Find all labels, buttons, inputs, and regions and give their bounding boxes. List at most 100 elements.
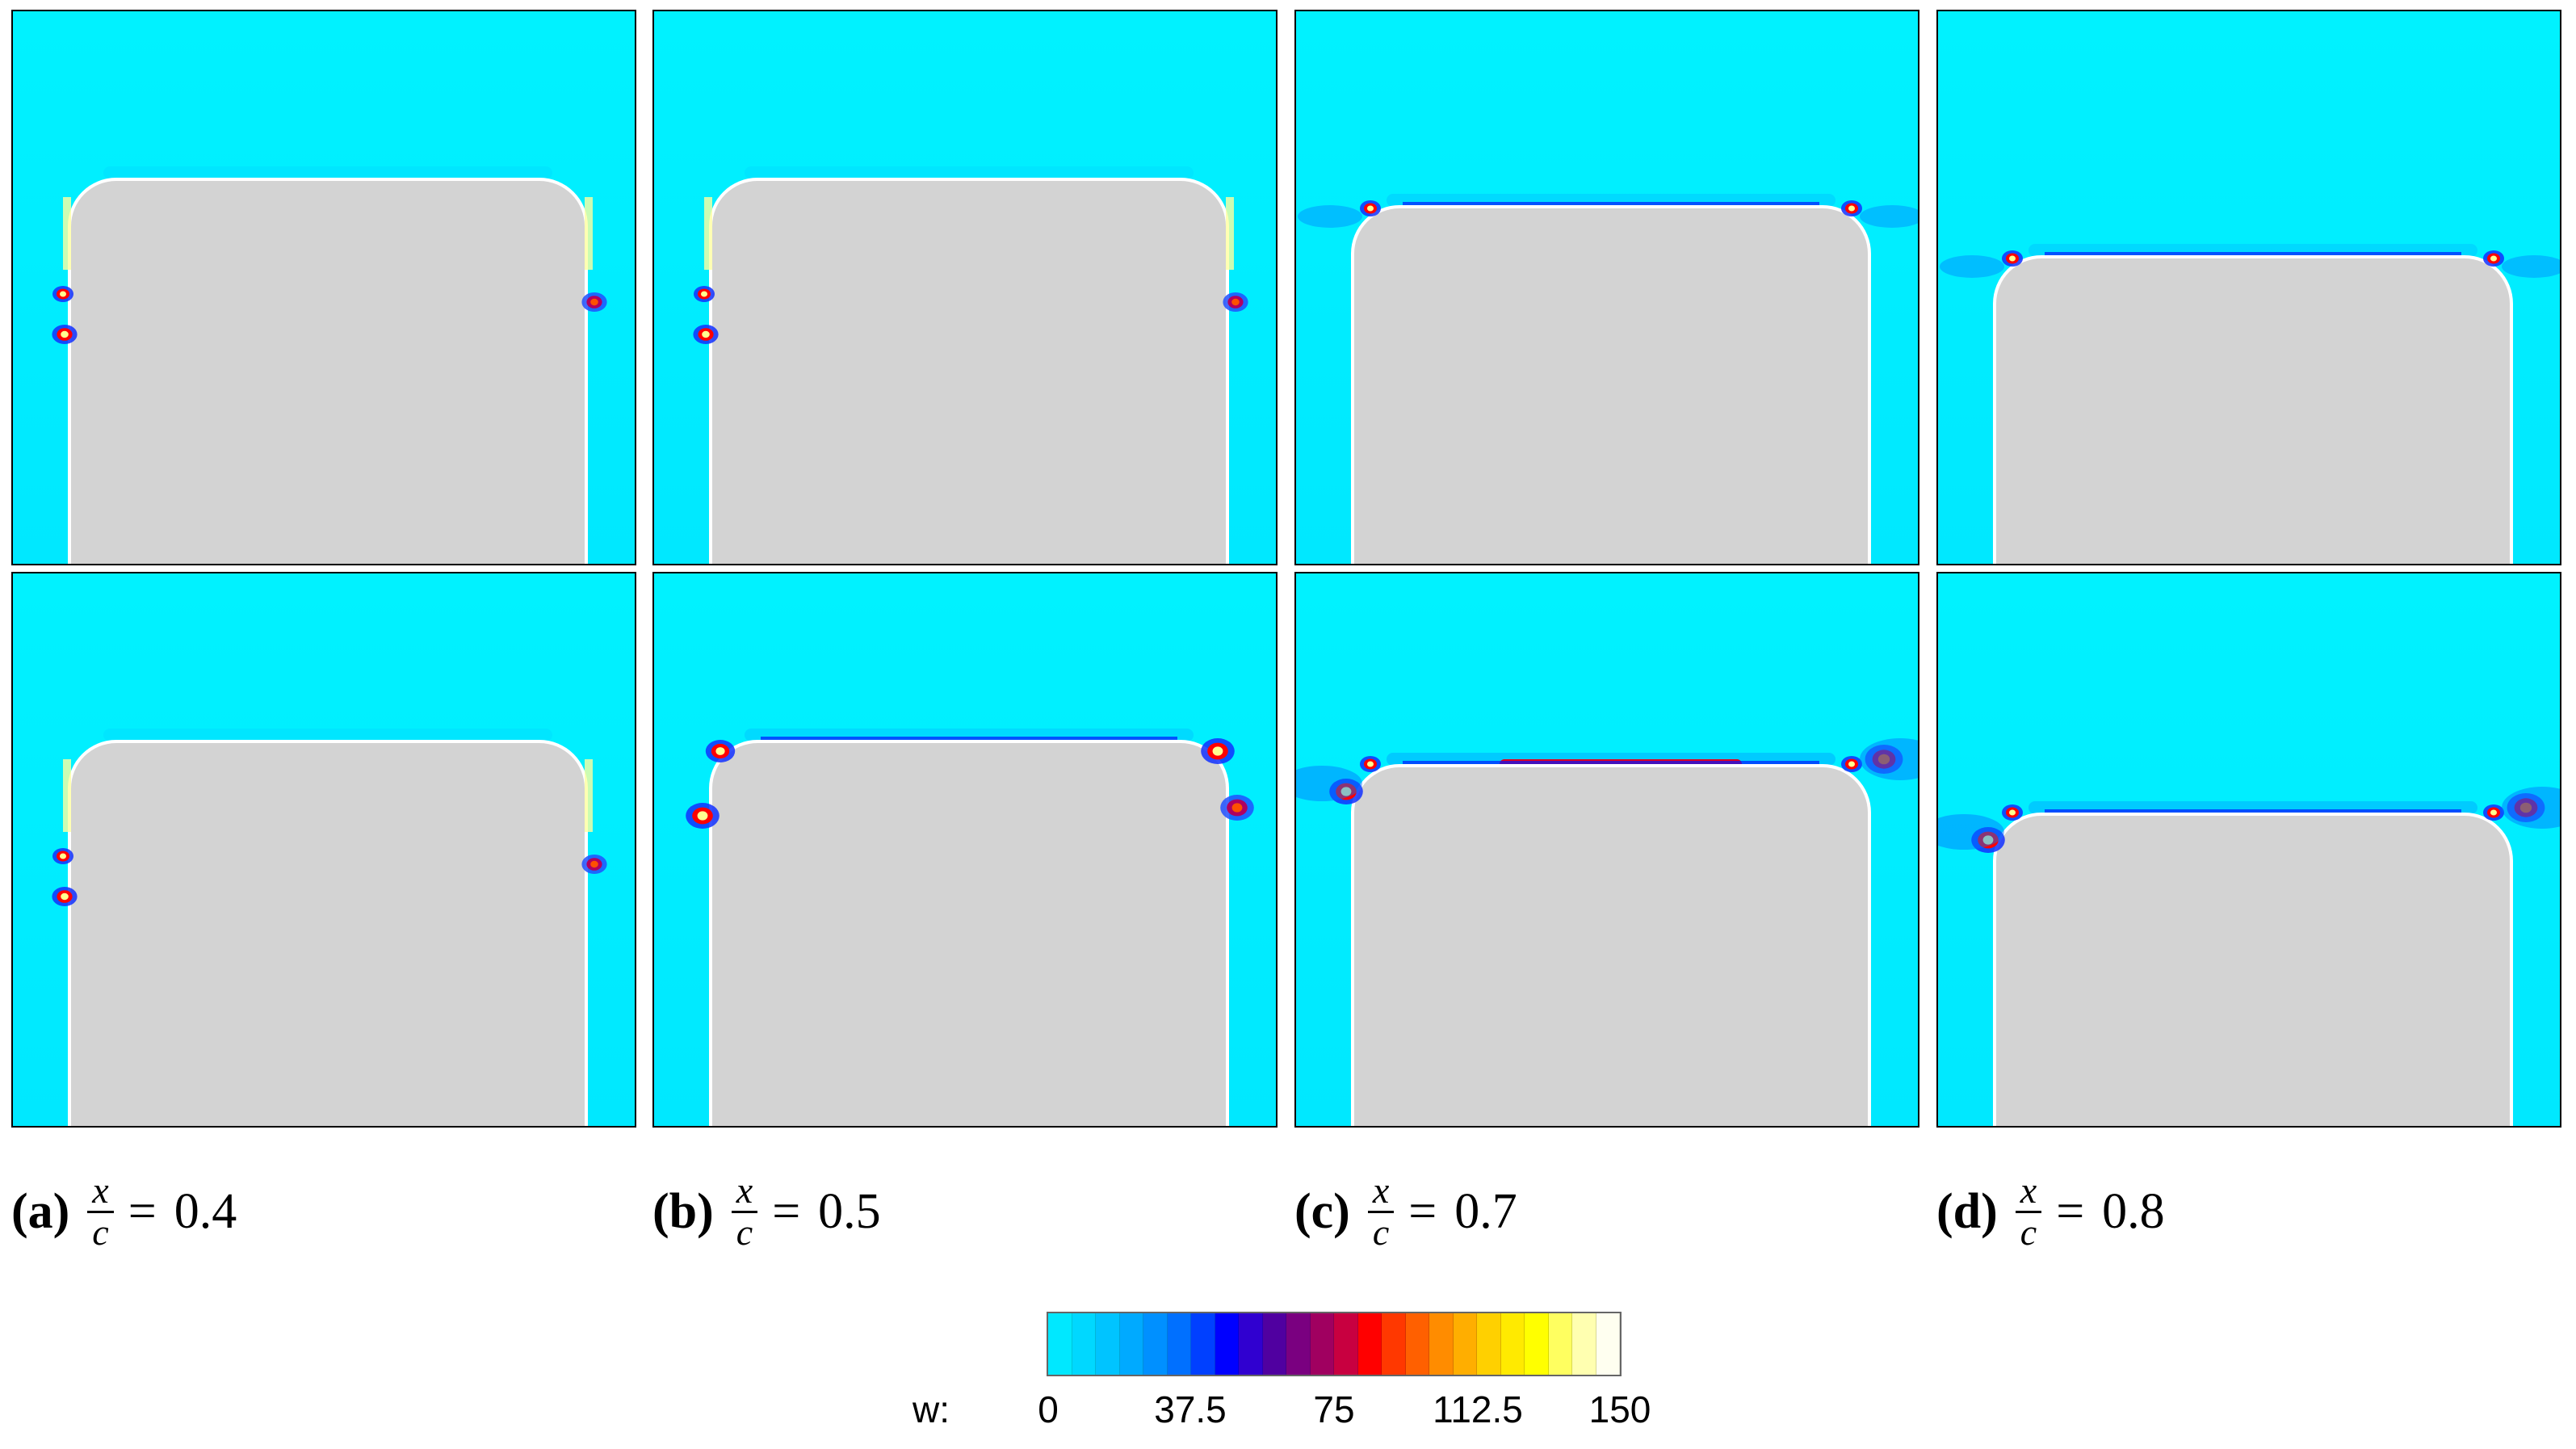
shear-layer [1298, 205, 1362, 228]
colorbar-tick-label: 112.5 [1433, 1388, 1523, 1430]
colorbar-tick-label: 75 [1313, 1388, 1355, 1430]
side-vortex [61, 330, 69, 338]
contour-plot [654, 11, 1276, 564]
fraction: x c [731, 1170, 758, 1252]
caption-value: 0.7 [1454, 1183, 1517, 1239]
contour-panel-c-top [1294, 10, 1919, 565]
contour-plot [1296, 11, 1918, 564]
body-section [1996, 258, 2510, 564]
corner-vortex [2009, 255, 2016, 262]
colorbar-cell [1262, 1313, 1286, 1375]
colorbar-cell [1405, 1313, 1429, 1375]
colorbar-cell [1382, 1313, 1406, 1375]
edge-shear [63, 759, 71, 832]
contour-plot [13, 573, 635, 1126]
corner-vortex [1848, 205, 1855, 212]
side-vortex [590, 860, 598, 868]
side-vortex [1231, 803, 1243, 813]
contour-panel-d-top [1936, 10, 2561, 565]
contour-plot [654, 573, 1276, 1126]
colorbar-cell [1572, 1313, 1596, 1375]
shear-layer [1940, 255, 2004, 278]
shear-layer [2502, 255, 2560, 278]
colorbar-cell [1334, 1313, 1358, 1375]
colorbar-cell [1357, 1313, 1382, 1375]
body-section [1354, 208, 1868, 564]
side-vortex [590, 298, 598, 306]
shed-vortex [1877, 754, 1890, 765]
caption-value: 0.5 [818, 1183, 881, 1239]
colorbar-cell [1239, 1313, 1263, 1375]
body-section [1996, 816, 2510, 1126]
contour-panel-a-bottom [11, 572, 636, 1128]
colorbar-cell [1167, 1313, 1191, 1375]
colorbar-cell [1096, 1313, 1120, 1375]
shear-layer [2502, 787, 2560, 829]
edge-shear [585, 197, 593, 270]
shed-vortex [2519, 802, 2532, 813]
colorbar-cell [1525, 1313, 1549, 1375]
contour-panel-b-bottom [652, 572, 1278, 1128]
wake-band [745, 166, 1194, 179]
caption-value: 0.4 [174, 1183, 237, 1239]
side-vortex [60, 291, 66, 297]
caption-c: (c) x c = 0.7 [1294, 1170, 1517, 1253]
contour-plot [1938, 573, 2560, 1126]
caption-d: (d) x c = 0.8 [1936, 1170, 2165, 1253]
shear-line [761, 737, 1177, 741]
caption-b: (b) x c = 0.5 [652, 1170, 881, 1253]
colorbar-tick-label: 0 [1038, 1388, 1059, 1430]
colorbar-cell [1191, 1313, 1215, 1375]
fraction: x c [1367, 1170, 1395, 1252]
edge-shear [1226, 197, 1234, 270]
caption-label: (c) [1294, 1183, 1350, 1239]
corner-vortex [1848, 761, 1855, 767]
colorbar-cell [1477, 1313, 1501, 1375]
shed-vortex [1982, 835, 1994, 845]
colorbar-cell [1143, 1313, 1168, 1375]
edge-shear [63, 197, 71, 270]
fraction: x c [2015, 1170, 2042, 1252]
body-section [71, 743, 585, 1126]
colorbar-cell [1215, 1313, 1239, 1375]
side-vortex [701, 291, 707, 297]
side-vortex [1231, 298, 1240, 306]
colorbar-cell [1548, 1313, 1572, 1375]
side-vortex [697, 811, 708, 821]
side-vortex [61, 892, 69, 901]
shed-vortex [1340, 787, 1352, 796]
colorbar-cell [1119, 1313, 1143, 1375]
shear-layer [1860, 738, 1918, 780]
wake-band [103, 729, 552, 741]
fraction: x c [87, 1170, 114, 1252]
colorbar-cell [1048, 1313, 1072, 1375]
contour-panel-d-bottom [1936, 572, 2561, 1128]
shear-line [2045, 809, 2461, 814]
shear-layer [1296, 766, 1362, 801]
corner-vortex [1367, 205, 1374, 212]
colorbar-title: w: [913, 1388, 950, 1430]
caption-a: (a) x c = 0.4 [11, 1170, 237, 1253]
caption-label: (a) [11, 1183, 70, 1239]
colorbar-cell [1072, 1313, 1096, 1375]
contour-panel-b-top [652, 10, 1278, 565]
body-section [71, 181, 585, 564]
shear-layer [1938, 814, 2004, 850]
shear-line [1403, 202, 1819, 207]
contour-plot [13, 11, 635, 564]
contour-panel-c-bottom [1294, 572, 1919, 1128]
body-section [1354, 767, 1868, 1126]
shear-line [1403, 761, 1819, 766]
shear-layer [1860, 205, 1918, 228]
colorbar-cell [1453, 1313, 1477, 1375]
edge-shear [704, 197, 712, 270]
corner-vortex [1367, 761, 1374, 767]
colorbar-tick-label: 150 [1588, 1388, 1651, 1430]
caption-value: 0.8 [2102, 1183, 2165, 1239]
body-section [712, 181, 1226, 564]
side-vortex [60, 853, 66, 859]
corner-vortex [1212, 746, 1223, 756]
side-vortex [702, 330, 710, 338]
shear-line [2045, 252, 2461, 257]
wake-band [103, 166, 552, 179]
